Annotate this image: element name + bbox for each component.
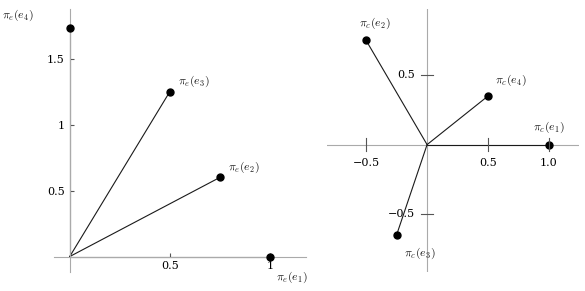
Text: $\pi_e(e_1)$: $\pi_e(e_1)$ [276,270,308,285]
Text: 0.5: 0.5 [479,158,497,168]
Text: $\pi_c(e_2)$: $\pi_c(e_2)$ [359,15,390,31]
Text: −0.5: −0.5 [387,209,415,219]
Text: $\pi_c(e_3)$: $\pi_c(e_3)$ [404,246,435,261]
Text: 0.5: 0.5 [397,70,415,80]
Text: 1.0: 1.0 [540,158,558,168]
Text: $\pi_c(e_4)$: $\pi_c(e_4)$ [495,72,527,88]
Text: $\pi_e(e_2)$: $\pi_e(e_2)$ [228,159,260,175]
Text: $\pi_c(e_1)$: $\pi_c(e_1)$ [533,120,565,135]
Text: −0.5: −0.5 [353,158,380,168]
Text: $\pi_e(e_4)$: $\pi_e(e_4)$ [2,8,34,23]
Text: $\pi_e(e_3)$: $\pi_e(e_3)$ [178,74,209,89]
